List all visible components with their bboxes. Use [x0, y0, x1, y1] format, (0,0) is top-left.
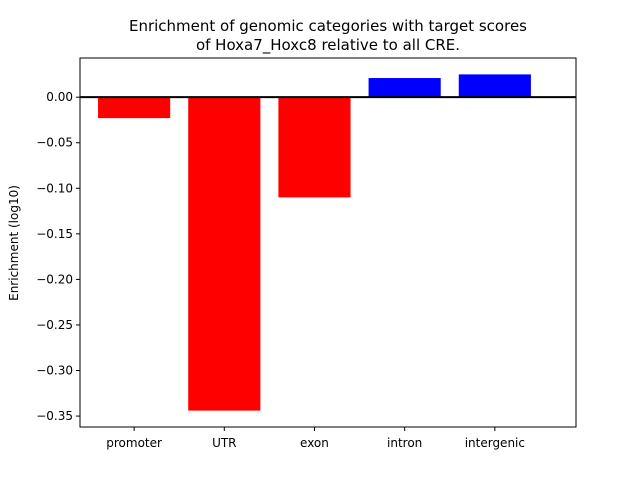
chart-title-line-2: of Hoxa7_Hoxc8 relative to all CRE.	[196, 36, 460, 55]
plot-area: 0.00 −0.05 −0.10 −0.15 −0.20 −0.25 −0.30 −0.35 p…	[36, 57, 577, 450]
y-tick-label: 0.00	[46, 90, 73, 104]
y-tick-label: −0.15	[36, 227, 73, 241]
bar-promoter	[98, 97, 171, 119]
plot-frame	[79, 57, 577, 428]
x-tick-label-UTR: UTR	[212, 436, 236, 450]
bar-intron	[368, 78, 441, 98]
y-tick-label: −0.35	[36, 409, 73, 423]
y-tick-label: −0.20	[36, 272, 73, 286]
x-tick-label-intron: intron	[387, 436, 422, 450]
x-tick-label-promoter: promoter	[106, 436, 162, 450]
x-tick-label-exon: exon	[300, 436, 329, 450]
y-tick-label: −0.30	[36, 364, 73, 378]
y-tick-label: −0.05	[36, 136, 73, 150]
y-tick-label: −0.25	[36, 318, 73, 332]
chart-title-line-1: Enrichment of genomic categories with ta…	[129, 17, 527, 35]
x-tick-label-intergenic: intergenic	[465, 436, 525, 450]
y-tick-label: −0.10	[36, 181, 73, 195]
y-axis-label: Enrichment (log10)	[7, 185, 21, 301]
bar-exon	[278, 97, 351, 198]
bar-intergenic	[458, 74, 531, 98]
bar-UTR	[188, 97, 261, 411]
